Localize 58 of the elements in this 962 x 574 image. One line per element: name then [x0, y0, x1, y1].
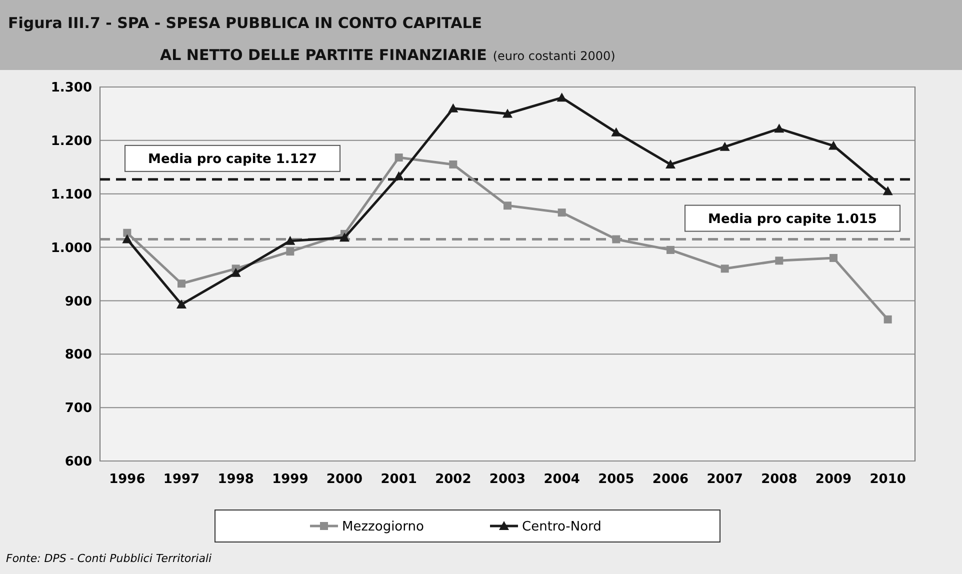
x-tick-label: 2008 — [761, 472, 798, 487]
x-tick-label: 2006 — [652, 472, 689, 487]
x-tick-label: 2000 — [326, 472, 363, 487]
y-tick-label: 1.300 — [50, 80, 92, 96]
ref-line-label: Media pro capite 1.127 — [148, 152, 317, 167]
point — [504, 202, 512, 210]
point — [449, 160, 458, 168]
x-tick-label: 1996 — [109, 472, 146, 487]
point — [882, 186, 893, 196]
point — [775, 256, 784, 265]
point — [448, 103, 458, 112]
point — [285, 236, 296, 245]
point — [394, 171, 404, 180]
point — [666, 159, 676, 168]
y-tick-label: 600 — [64, 454, 92, 470]
chart-subtitle: (euro costanti 2000) — [492, 49, 616, 63]
x-tick-label: 2010 — [870, 472, 906, 487]
y-tick-label: 1.100 — [50, 187, 92, 202]
y-tick-label: 1.000 — [50, 240, 92, 256]
x-tick-label: 2001 — [380, 472, 417, 487]
point — [286, 248, 294, 256]
y-tick-label: 800 — [64, 348, 92, 363]
x-tick-label: 1999 — [272, 472, 308, 487]
x-tick-label: 1998 — [218, 472, 254, 487]
point — [720, 142, 730, 151]
legend-label: Mezzogiorno — [342, 520, 424, 535]
y-tick-label: 700 — [64, 401, 92, 416]
x-tick-label: 2009 — [815, 472, 852, 487]
point — [176, 299, 186, 308]
y-tick-label: 1.200 — [50, 134, 92, 149]
x-tick-label: 2007 — [706, 472, 743, 487]
point — [123, 228, 132, 237]
point — [884, 315, 892, 324]
point — [720, 264, 729, 273]
legend-label: Centro-Nord — [522, 520, 602, 535]
point — [122, 234, 132, 244]
x-tick-label: 2003 — [489, 472, 526, 487]
point — [230, 268, 241, 277]
x-tick-label: 2002 — [435, 472, 472, 487]
chart-title: Figura III.7 - SPA - SPESA PUBBLICA IN CONTO CAPITALE AL NETTO DELLE PARTITE FINANZIARIE — [8, 14, 487, 64]
point — [178, 280, 186, 288]
point — [340, 232, 350, 242]
point — [774, 124, 784, 133]
point — [394, 154, 403, 162]
point — [611, 127, 622, 136]
x-tick-label: 2005 — [598, 472, 634, 487]
point — [830, 254, 838, 262]
point — [556, 92, 567, 102]
point — [502, 108, 512, 118]
point — [612, 235, 620, 244]
point — [666, 246, 674, 254]
x-tick-label: 1997 — [163, 472, 200, 487]
point — [558, 208, 566, 217]
y-tick-label: 900 — [64, 294, 92, 310]
source-note: Fonte: DPS - Conti Pubblici Territoriali — [6, 552, 212, 565]
ref-line-label: Media pro capite 1.015 — [708, 212, 877, 227]
point — [828, 140, 838, 150]
x-tick-label: 2004 — [544, 472, 580, 487]
